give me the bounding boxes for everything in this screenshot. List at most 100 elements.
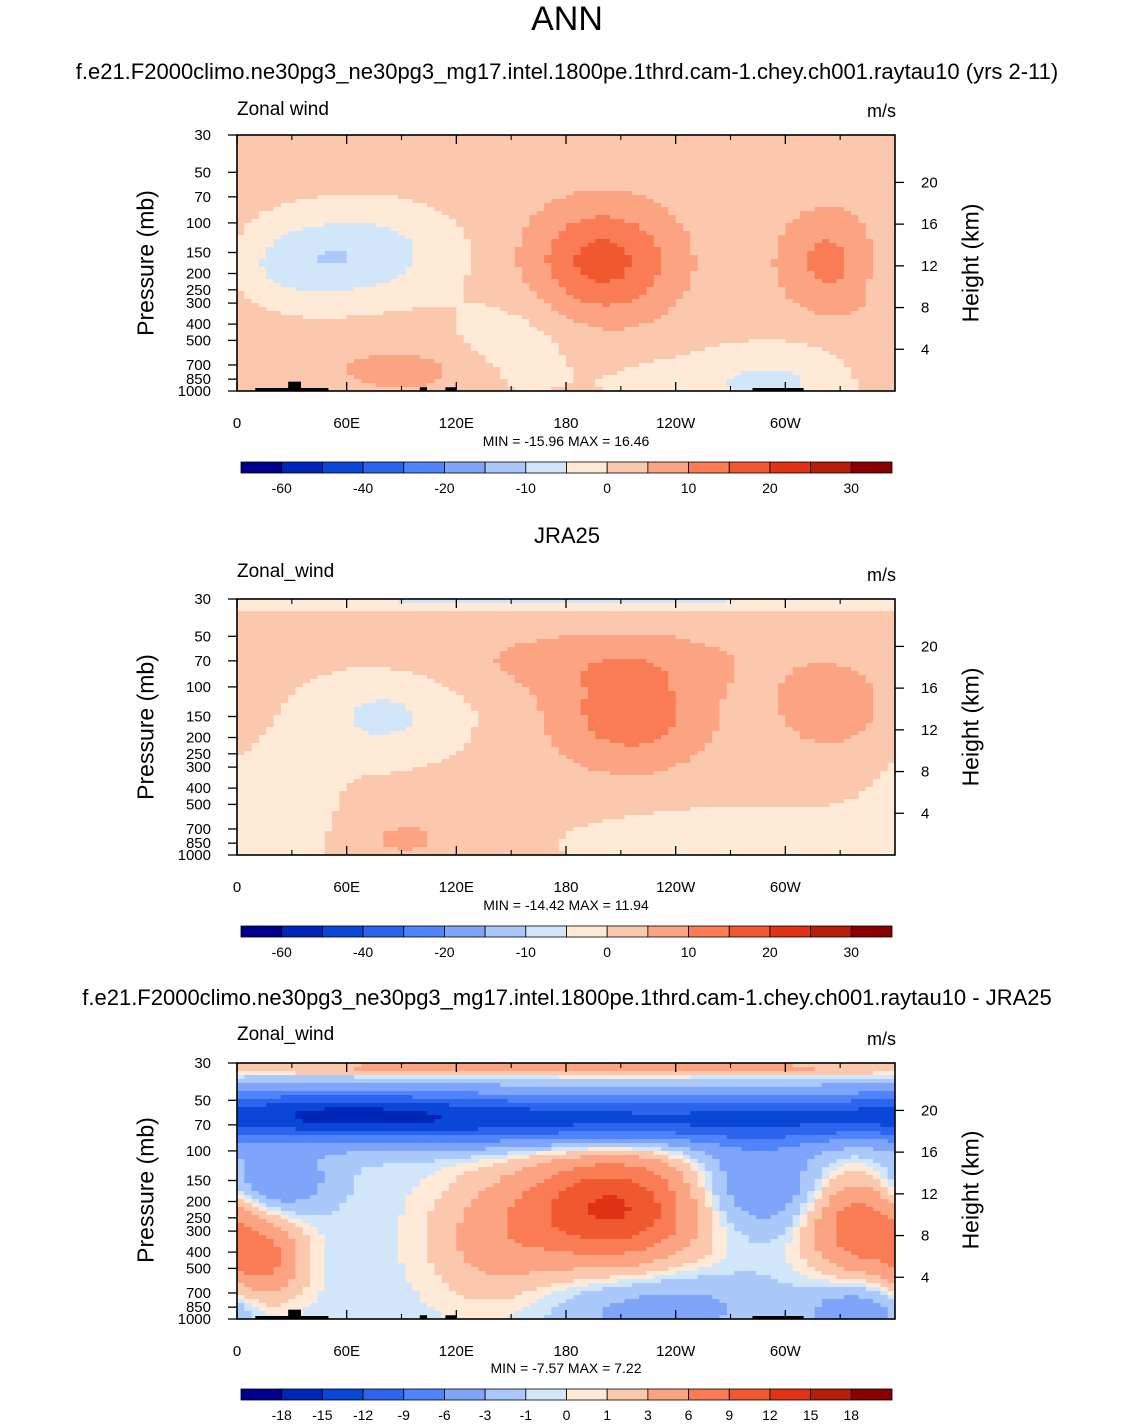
contour-cell (829, 291, 838, 296)
contour-cell (880, 347, 889, 352)
contour-cell (792, 155, 801, 160)
contour-cell (346, 179, 355, 184)
contour-cell (332, 307, 340, 312)
contour-cell (288, 291, 297, 296)
contour-cell (704, 239, 713, 244)
contour-cell (449, 287, 457, 292)
contour-cell (741, 291, 750, 296)
contour-cell (266, 195, 275, 200)
contour-cell (617, 303, 626, 308)
contour-cell (661, 275, 669, 280)
contour-cell (478, 351, 487, 356)
contour-cell (792, 231, 801, 236)
contour-cell (609, 195, 618, 200)
contour-cell (682, 195, 691, 200)
contour-cell (756, 287, 764, 292)
contour-cell (602, 167, 611, 172)
contour-cell (799, 207, 808, 212)
contour-cell (237, 135, 245, 140)
contour-cell (821, 315, 830, 320)
contour-cell (748, 223, 757, 228)
contour-cell (814, 211, 823, 216)
contour-cell (558, 199, 567, 204)
contour-cell (266, 291, 275, 296)
contour-cell (339, 259, 348, 264)
contour-cell (244, 307, 253, 312)
contour-cell (405, 223, 414, 228)
contour-cell (609, 207, 618, 212)
contour-cell (704, 295, 713, 300)
contour-cell (880, 179, 889, 184)
contour-cell (799, 155, 808, 160)
contour-cell (390, 315, 399, 320)
contour-cell (851, 251, 860, 256)
contour-cell (244, 283, 253, 288)
contour-cell (375, 271, 384, 276)
contour-cell (463, 267, 472, 272)
contour-cell (507, 307, 516, 312)
contour-cell (668, 207, 677, 212)
contour-cell (427, 155, 435, 160)
contour-cell (595, 295, 604, 300)
contour-cell (485, 207, 494, 212)
contour-cell (851, 283, 860, 288)
contour-cell (244, 163, 253, 168)
contour-cell (646, 143, 655, 148)
contour-cell (412, 207, 421, 212)
contour-cell (368, 235, 377, 240)
contour-cell (251, 151, 260, 156)
contour-cell (748, 343, 757, 348)
contour-cell (463, 299, 472, 304)
contour-cell (346, 151, 355, 156)
contour-cell (441, 283, 450, 288)
contour-cell (712, 267, 721, 272)
contour-cell (492, 251, 501, 256)
contour-cell (587, 179, 596, 184)
contour-cell (412, 327, 421, 332)
contour-cell (639, 275, 648, 280)
contour-cell (712, 223, 721, 228)
contour-cell (639, 351, 648, 356)
contour-cell (763, 179, 772, 184)
contour-cell (295, 335, 304, 340)
contour-cell (375, 239, 384, 244)
contour-cell (836, 271, 845, 276)
contour-cell (310, 287, 319, 292)
contour-cell (799, 295, 808, 300)
contour-cell (492, 247, 501, 252)
contour-cell (799, 167, 808, 172)
contour-cell (470, 155, 479, 160)
contour-cell (390, 231, 399, 236)
contour-cell (661, 235, 669, 240)
contour-cell (587, 295, 596, 300)
contour-cell (383, 335, 392, 340)
contour-cell (339, 319, 348, 324)
contour-cell (310, 355, 319, 360)
contour-cell (836, 151, 845, 156)
contour-cell (478, 299, 487, 304)
contour-cell (266, 335, 275, 340)
contour-cell (880, 287, 889, 292)
contour-cell (405, 239, 414, 244)
contour-cell (470, 159, 479, 164)
contour-cell (690, 347, 699, 352)
contour-cell (719, 179, 728, 184)
contour-cell (288, 147, 297, 152)
contour-cell (799, 347, 808, 352)
contour-cell (792, 207, 801, 212)
contour-cell (302, 211, 311, 216)
contour-cell (551, 235, 560, 240)
contour-cell (324, 183, 333, 188)
contour-cell (551, 259, 560, 264)
contour-cell (310, 163, 319, 168)
contour-cell (873, 291, 881, 296)
contour-cell (770, 167, 779, 172)
contour-cell (310, 343, 319, 348)
contour-cell (332, 355, 340, 360)
contour-cell (368, 299, 377, 304)
contour-cell (748, 339, 757, 344)
contour-cell (829, 167, 838, 172)
contour-cell (602, 135, 611, 140)
contour-cell (792, 139, 801, 144)
contour-cell (310, 135, 319, 140)
